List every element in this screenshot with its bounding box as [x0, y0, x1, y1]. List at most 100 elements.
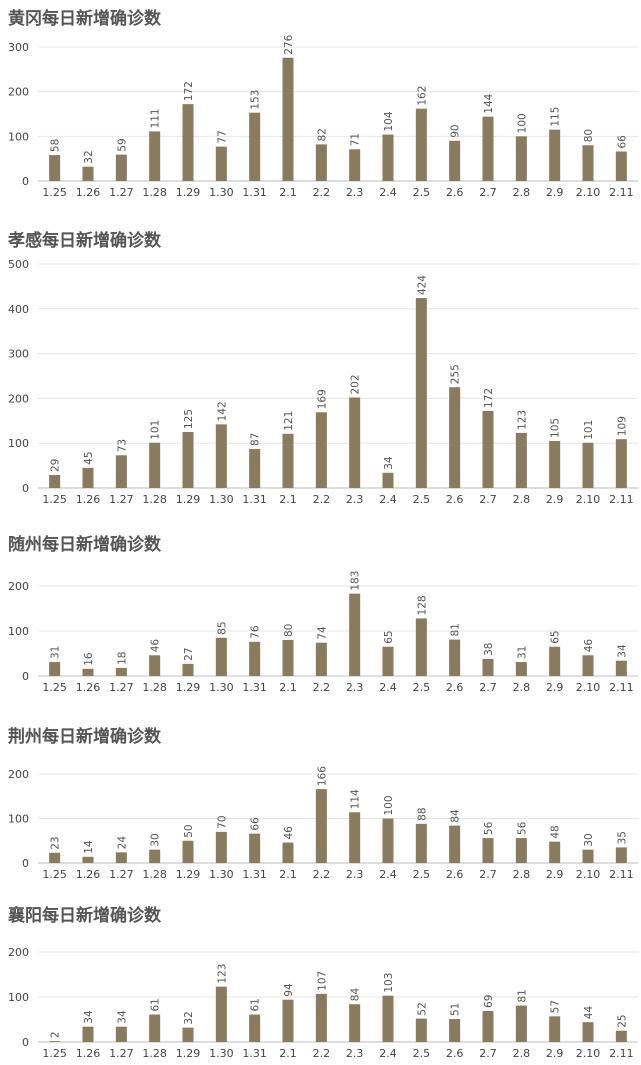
data-label: 30 — [150, 833, 162, 846]
bar — [282, 640, 294, 676]
data-label: 255 — [450, 364, 462, 384]
y-tick-label: 100 — [8, 437, 29, 450]
x-tick-label: 1.30 — [209, 1047, 234, 1060]
bar — [249, 833, 261, 863]
data-label: 34 — [116, 1010, 128, 1024]
y-tick-label: 400 — [8, 303, 29, 316]
chart-svg: 0 100 200 31 1.25 16 1.26 18 1.27 46 1.28 27 1.29 85 1… — [8, 571, 638, 694]
x-tick-label: 1.25 — [42, 681, 67, 694]
x-tick-label: 2.7 — [479, 681, 497, 694]
data-label: 202 — [350, 374, 362, 394]
bar — [615, 847, 627, 863]
data-label: 69 — [483, 995, 495, 1008]
x-tick-label: 2.4 — [379, 186, 397, 199]
data-label: 109 — [616, 416, 628, 436]
data-label: 94 — [283, 983, 295, 997]
y-tick-label: 0 — [22, 857, 29, 870]
data-label: 25 — [616, 1014, 628, 1027]
y-tick-label: 200 — [8, 392, 29, 405]
chart-title: 荆州每日新增确诊数 — [8, 727, 161, 747]
bar — [282, 999, 294, 1042]
x-tick-label: 2.10 — [576, 493, 601, 506]
data-label: 14 — [83, 840, 95, 854]
data-label: 76 — [250, 625, 262, 639]
data-label: 65 — [550, 630, 562, 643]
y-tick-label: 100 — [8, 813, 29, 826]
y-tick-label: 100 — [8, 130, 29, 143]
x-tick-label: 2.11 — [609, 1047, 634, 1060]
x-tick-label: 1.26 — [76, 681, 101, 694]
y-tick-label: 0 — [22, 670, 29, 683]
data-label: 166 — [316, 766, 328, 786]
bar — [615, 439, 627, 488]
bar — [549, 841, 561, 863]
data-label: 35 — [616, 831, 628, 844]
x-tick-label: 2.1 — [279, 681, 297, 694]
y-tick-label: 0 — [22, 1036, 29, 1049]
x-tick-label: 2.7 — [479, 1047, 497, 1060]
bar — [382, 818, 394, 863]
y-tick-label: 500 — [8, 258, 29, 271]
x-tick-label: 2.10 — [576, 1047, 601, 1060]
x-tick-label: 2.4 — [379, 681, 397, 694]
data-label: 101 — [150, 420, 162, 440]
bar — [515, 1005, 527, 1042]
data-label: 34 — [83, 1010, 95, 1024]
x-tick-label: 1.30 — [209, 681, 234, 694]
data-label: 59 — [116, 138, 128, 151]
bar — [149, 1014, 161, 1042]
x-tick-label: 1.26 — [76, 868, 101, 881]
x-tick-label: 2.8 — [513, 1047, 531, 1060]
data-label: 128 — [416, 595, 428, 615]
bar — [49, 155, 61, 181]
data-label: 73 — [116, 439, 128, 452]
chart-svg: 0 100 200 23 1.25 14 1.26 24 1.27 30 1.28 50 1.29 70 1… — [8, 766, 638, 881]
bar — [415, 298, 427, 488]
data-label: 66 — [616, 135, 628, 149]
bar — [82, 668, 94, 676]
x-tick-label: 1.28 — [142, 493, 167, 506]
bar — [215, 146, 227, 181]
data-label: 16 — [83, 652, 95, 666]
data-label: 34 — [383, 456, 395, 470]
data-label: 142 — [216, 401, 228, 421]
bar — [549, 440, 561, 488]
bar — [149, 655, 161, 676]
x-tick-label: 2.9 — [546, 681, 564, 694]
data-label: 29 — [50, 459, 62, 472]
bar — [482, 658, 494, 676]
x-tick-label: 1.28 — [142, 868, 167, 881]
bar — [382, 472, 394, 488]
data-label: 123 — [216, 964, 228, 984]
bar — [615, 1030, 627, 1042]
data-label: 74 — [316, 626, 328, 640]
x-tick-label: 2.9 — [546, 868, 564, 881]
bar — [215, 831, 227, 863]
bar — [382, 995, 394, 1042]
x-tick-label: 1.30 — [209, 868, 234, 881]
y-tick-label: 300 — [8, 41, 29, 54]
bar — [349, 593, 361, 676]
x-tick-label: 1.30 — [209, 186, 234, 199]
x-tick-label: 1.29 — [176, 493, 201, 506]
x-tick-label: 2.5 — [413, 186, 431, 199]
bar — [549, 646, 561, 676]
x-tick-label: 2.6 — [446, 868, 464, 881]
data-label: 46 — [150, 639, 162, 653]
x-tick-label: 1.27 — [109, 868, 134, 881]
bar — [315, 789, 327, 863]
x-tick-label: 2.7 — [479, 493, 497, 506]
data-label: 172 — [483, 388, 495, 408]
chart-svg: 0 100 200 2 1.25 34 1.26 34 1.27 61 1.28 32 1.29 123 1… — [8, 946, 638, 1060]
bar — [349, 149, 361, 181]
x-tick-label: 2.2 — [313, 868, 331, 881]
x-tick-label: 2.8 — [513, 493, 531, 506]
x-tick-label: 2.5 — [413, 868, 431, 881]
y-tick-label: 100 — [8, 991, 29, 1004]
bar — [249, 641, 261, 676]
bar — [415, 823, 427, 863]
x-tick-label: 2.6 — [446, 681, 464, 694]
data-label: 81 — [450, 623, 462, 636]
data-label: 48 — [550, 825, 562, 838]
bar — [249, 449, 261, 488]
